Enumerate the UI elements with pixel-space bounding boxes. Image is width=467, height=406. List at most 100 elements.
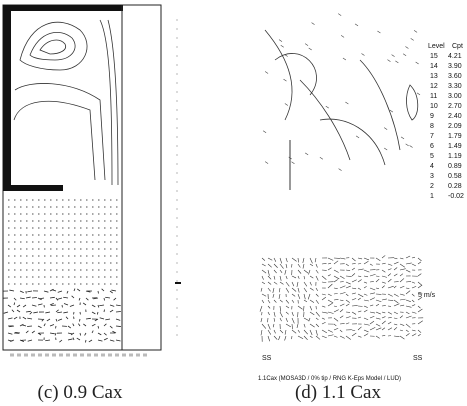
vector <box>375 257 381 262</box>
vector <box>115 325 121 327</box>
vector <box>19 339 25 342</box>
vector <box>381 269 386 273</box>
vector <box>339 299 344 301</box>
vector <box>345 269 351 271</box>
legend-header: Cpt <box>452 43 463 50</box>
contour <box>274 53 317 96</box>
vector <box>333 327 339 331</box>
vector <box>363 269 370 273</box>
vector <box>7 304 12 308</box>
vector <box>72 323 75 327</box>
vector <box>63 311 69 314</box>
vector <box>351 298 357 301</box>
legend-value: 2.09 <box>448 123 462 130</box>
legend-value: 2.70 <box>448 103 462 110</box>
vector <box>291 293 296 297</box>
vector <box>103 323 107 327</box>
vector <box>25 310 31 313</box>
vector <box>297 293 301 300</box>
plot-frame <box>2 4 162 351</box>
vector <box>375 303 380 307</box>
vector <box>25 330 29 334</box>
vector <box>297 275 300 279</box>
contour <box>406 84 419 121</box>
vector <box>357 257 363 260</box>
vector <box>33 311 39 314</box>
vector <box>315 263 318 268</box>
vector <box>321 311 328 314</box>
vector <box>267 299 271 304</box>
vector <box>279 269 283 273</box>
vector <box>73 288 76 292</box>
vector <box>37 325 42 329</box>
legend-level: 7 <box>430 133 434 140</box>
vector <box>393 257 398 260</box>
vector <box>369 320 375 325</box>
vector <box>369 273 376 277</box>
vector <box>96 311 99 315</box>
vector <box>97 304 100 308</box>
vector <box>309 263 314 267</box>
vector <box>387 285 394 289</box>
contour-dash <box>416 92 421 96</box>
vector <box>103 297 105 301</box>
vector <box>11 309 15 313</box>
contour-dash <box>325 105 329 109</box>
vector <box>278 335 281 341</box>
vector <box>417 320 423 325</box>
vector <box>405 315 412 319</box>
vector <box>381 311 386 314</box>
vector <box>25 296 31 299</box>
vector <box>303 287 308 293</box>
contour-dash <box>383 127 388 130</box>
vector <box>351 287 357 290</box>
vector <box>99 317 105 320</box>
vector <box>309 323 315 328</box>
legend-value: 1.19 <box>448 153 462 160</box>
vector <box>315 323 320 328</box>
legend-level: 2 <box>430 183 434 190</box>
vector <box>333 260 339 265</box>
vector <box>351 279 357 283</box>
vector <box>345 299 350 303</box>
vector <box>399 323 405 326</box>
vector <box>291 317 295 324</box>
wall <box>3 5 11 190</box>
legend-value: 3.30 <box>448 83 462 90</box>
vector <box>279 257 283 264</box>
vector <box>363 257 370 261</box>
vector <box>411 311 417 314</box>
contour-dash <box>338 13 342 16</box>
vector <box>267 263 272 268</box>
vector <box>43 323 46 327</box>
vector <box>381 262 386 265</box>
contour-dash <box>284 54 288 57</box>
vector <box>339 315 344 319</box>
vector <box>315 275 319 281</box>
contour-dash <box>415 61 419 65</box>
vector <box>363 333 369 337</box>
vector <box>363 309 368 313</box>
vector <box>321 321 326 325</box>
vector <box>94 318 99 322</box>
vector <box>399 278 405 283</box>
contour-dash <box>413 30 418 33</box>
wall <box>3 5 123 11</box>
vector <box>333 269 339 273</box>
vector <box>375 317 381 320</box>
vector <box>115 318 121 321</box>
vector <box>259 305 263 312</box>
vector <box>267 323 271 330</box>
vector <box>115 304 121 307</box>
vector <box>363 299 369 302</box>
vector <box>272 293 275 298</box>
vector <box>309 299 315 303</box>
vector <box>351 257 356 262</box>
vector <box>303 299 308 303</box>
legend-value: 0.28 <box>448 183 462 190</box>
vector <box>321 275 327 280</box>
vector <box>315 329 318 336</box>
contour-dash <box>410 38 414 41</box>
vector <box>351 267 355 271</box>
